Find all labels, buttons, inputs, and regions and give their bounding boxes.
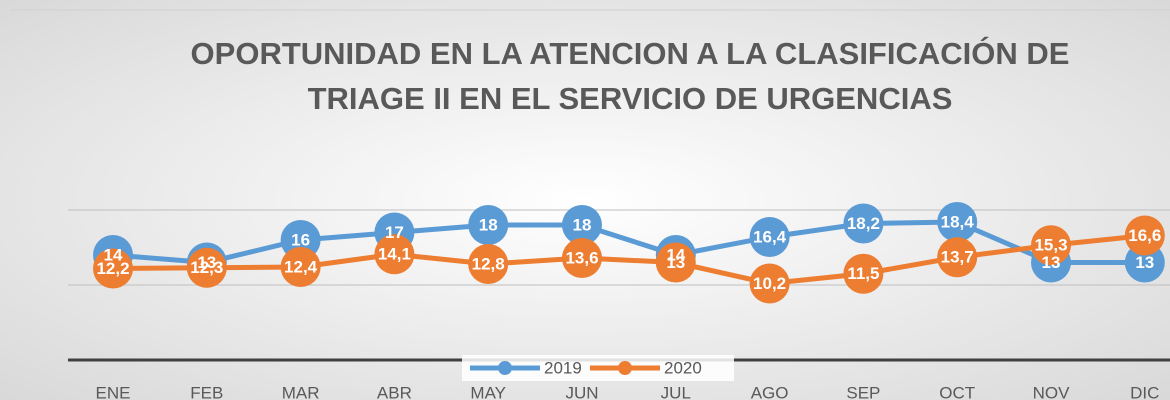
- data-label: 18,4: [941, 212, 975, 231]
- legend-label: 2019: [544, 358, 582, 377]
- data-point: [186, 247, 227, 288]
- data-point: [562, 205, 602, 245]
- data-point: [749, 217, 790, 257]
- data-label: 10,2: [753, 274, 786, 293]
- x-tick-label: FEB: [190, 383, 223, 400]
- data-point: [843, 253, 884, 294]
- x-tick-label: NOV: [1033, 383, 1071, 400]
- data-label: 12,4: [284, 257, 318, 276]
- data-point: [93, 248, 133, 289]
- x-tick-label: ABR: [377, 383, 412, 400]
- legend-label: 2020: [664, 358, 702, 377]
- data-point: [937, 237, 978, 278]
- data-label: 18,2: [847, 214, 880, 233]
- x-tick-label: MAY: [470, 383, 506, 400]
- x-tick-label: MAR: [282, 383, 320, 400]
- x-tick-label: ENE: [96, 383, 131, 400]
- data-point: [280, 247, 321, 287]
- data-point: [468, 205, 509, 245]
- data-label: 18: [479, 215, 498, 234]
- data-point: [562, 238, 602, 278]
- legend-marker: [498, 361, 512, 375]
- data-label: 14: [666, 245, 685, 264]
- data-label: 14,1: [378, 245, 411, 264]
- chart-title: OPORTUNIDAD EN LA ATENCION A LA CLASIFIC…: [191, 35, 1070, 71]
- data-label: 12,3: [190, 258, 223, 277]
- data-point: [749, 263, 790, 304]
- data-label: 16,4: [753, 227, 787, 246]
- data-point: [1031, 225, 1071, 266]
- data-label: 11,5: [847, 264, 879, 283]
- data-point: [374, 234, 415, 275]
- data-label: 18: [573, 215, 592, 234]
- data-label: 12,2: [96, 259, 129, 278]
- data-label: 12,8: [472, 254, 505, 273]
- x-tick-label: DIC: [1130, 383, 1159, 400]
- data-point: [468, 244, 509, 284]
- data-label: 16,6: [1128, 226, 1161, 245]
- data-label: 13: [1042, 253, 1061, 272]
- data-point: [655, 242, 696, 283]
- data-label: 13: [197, 253, 216, 272]
- data-label: 13,7: [941, 248, 974, 267]
- data-label: 15,3: [1034, 236, 1067, 255]
- data-label: 14: [104, 245, 123, 264]
- x-tick-label: AGO: [751, 383, 789, 400]
- data-label: 17: [385, 223, 404, 242]
- data-point: [1124, 215, 1165, 256]
- chart-subtitle: TRIAGE II EN EL SERVICIO DE URGENCIAS: [308, 81, 953, 116]
- x-tick-label: OCT: [939, 383, 975, 400]
- x-tick-label: JUL: [661, 383, 691, 400]
- data-label: 16: [291, 230, 310, 249]
- data-label: 13,6: [565, 248, 598, 267]
- x-tick-label: SEP: [846, 383, 880, 400]
- data-label: 13: [666, 253, 685, 272]
- data-point: [843, 203, 884, 244]
- data-label: 13: [1135, 253, 1154, 272]
- x-tick-label: JUN: [565, 383, 598, 400]
- data-point: [937, 202, 978, 242]
- legend-marker: [618, 361, 632, 375]
